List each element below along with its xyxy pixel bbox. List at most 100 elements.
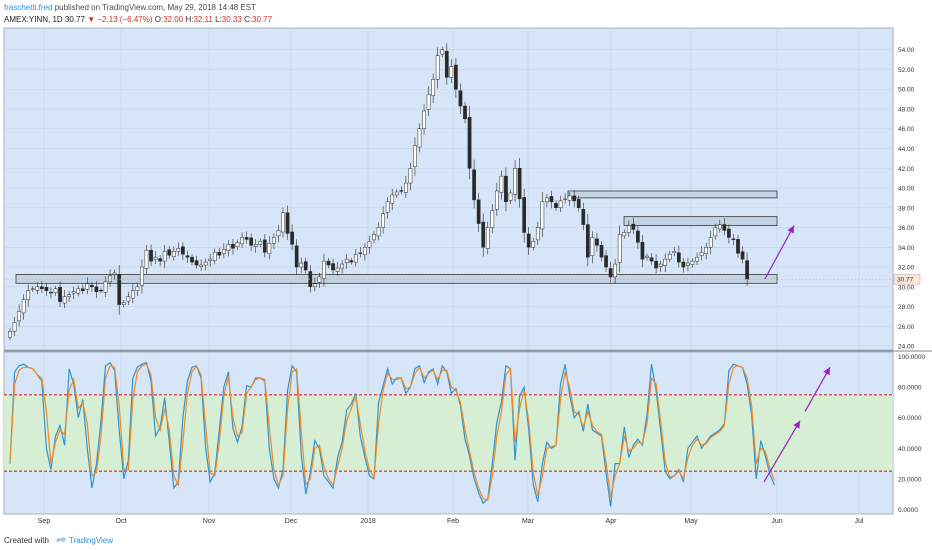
candle-body	[490, 210, 495, 228]
low-label: L:	[215, 15, 222, 24]
change-value: −2.13 (−6.47%)	[97, 15, 153, 24]
price-tick-label: 34.00	[898, 245, 915, 252]
footer: Created with TradingView	[0, 530, 932, 550]
candle-body	[353, 253, 358, 263]
candle-body	[367, 241, 372, 248]
candle-body	[526, 233, 531, 248]
candle-body	[290, 231, 294, 245]
candle-body	[736, 239, 740, 254]
candle-body	[708, 237, 713, 248]
time-tick-label: Apr	[606, 518, 618, 525]
candle-body	[363, 247, 367, 255]
time-tick-label: Mar	[522, 518, 535, 525]
price-up-arrow	[764, 225, 795, 280]
candle-body	[435, 55, 440, 80]
candle-body	[740, 251, 745, 260]
candle-body	[426, 93, 431, 110]
candle-body	[672, 250, 677, 253]
stoch-tick-label: 80.0000	[898, 385, 922, 392]
stoch-up-arrow	[804, 366, 831, 412]
candle-body	[303, 261, 308, 271]
time-tick-label: Jun	[771, 518, 782, 525]
candle-body	[99, 289, 103, 292]
candle-body	[654, 260, 658, 269]
candle-body	[8, 330, 12, 338]
candle-body	[17, 311, 21, 322]
candle-body	[294, 245, 299, 268]
tradingview-brand[interactable]: TradingView	[69, 536, 114, 545]
candle-body	[140, 266, 144, 286]
candle-body	[658, 263, 663, 267]
candle-body	[40, 286, 44, 290]
price-tick-label: 44.00	[898, 146, 915, 153]
candle-body	[417, 128, 422, 148]
candle-body	[194, 260, 199, 266]
candle-body	[112, 272, 117, 275]
open-value: 32.00	[163, 15, 184, 24]
price-tick-label: 40.00	[898, 186, 915, 193]
low-value: 30.33	[221, 15, 242, 24]
price-pane	[3, 27, 894, 351]
candle-body	[640, 242, 645, 260]
candle-body	[62, 296, 67, 304]
candle-body	[704, 247, 708, 254]
candle-body	[636, 230, 640, 243]
time-tick-label: Oct	[116, 518, 127, 525]
candle-body	[595, 238, 599, 246]
candle-body	[690, 260, 695, 265]
candle-body	[454, 64, 458, 90]
candle-body	[463, 105, 467, 120]
candle-body	[558, 200, 563, 209]
candle-body	[226, 244, 231, 251]
candle-body	[385, 201, 390, 213]
price-tick-label: 30.00	[898, 284, 915, 291]
chart-canvas[interactable]: 24.00 26.00 28.00 30.00 32.00 34.00 36.00 38.00…	[0, 0, 932, 530]
stoch-tick-label: 100.0000	[898, 354, 925, 361]
price-tick-label: 54.00	[898, 47, 915, 54]
candle-body	[508, 192, 513, 201]
candle-body	[235, 242, 240, 248]
candle-body	[131, 290, 135, 299]
last-price-label: 30.77	[897, 277, 914, 284]
candle-body	[522, 197, 526, 233]
candle-body	[335, 267, 340, 272]
candle-body	[745, 260, 749, 280]
stoch-k-line	[9, 361, 775, 507]
candle-body	[727, 228, 731, 238]
candle-body	[358, 252, 363, 254]
candle-body	[408, 168, 413, 184]
stoch-up-arrow	[763, 420, 801, 483]
candle-body	[30, 288, 35, 290]
candle-body	[413, 145, 417, 168]
candle-body	[71, 291, 76, 294]
candles	[8, 43, 749, 341]
candle-body	[686, 262, 690, 266]
price-zone	[567, 190, 778, 199]
candle-body	[80, 288, 85, 291]
candle-body	[599, 245, 604, 258]
candle-body	[222, 249, 226, 254]
candle-body	[58, 287, 62, 302]
candle-body	[185, 255, 190, 258]
candle-body	[317, 276, 322, 283]
stoch-tick-label: 0.0000	[898, 507, 918, 514]
candle-body	[390, 194, 395, 204]
tradingview-logo-icon	[56, 537, 66, 542]
high-value: 32.11	[193, 15, 213, 24]
stoch-d-line	[9, 363, 775, 501]
candle-body	[135, 286, 140, 291]
symbol-label: AMEX:YINN, 1D	[4, 15, 63, 24]
stoch-band	[4, 394, 893, 472]
candle-body	[545, 197, 549, 203]
author-name[interactable]: fraschetti.fred	[4, 3, 53, 12]
candle-body	[713, 227, 718, 237]
candle-body	[153, 256, 158, 260]
candle-body	[681, 261, 686, 268]
candle-body	[67, 294, 72, 297]
candle-body	[272, 237, 276, 244]
candle-body	[540, 201, 545, 230]
candle-body	[581, 208, 586, 225]
time-tick-label: Dec	[285, 518, 298, 525]
candle-body	[344, 258, 349, 263]
time-tick-label: 2018	[360, 518, 376, 525]
